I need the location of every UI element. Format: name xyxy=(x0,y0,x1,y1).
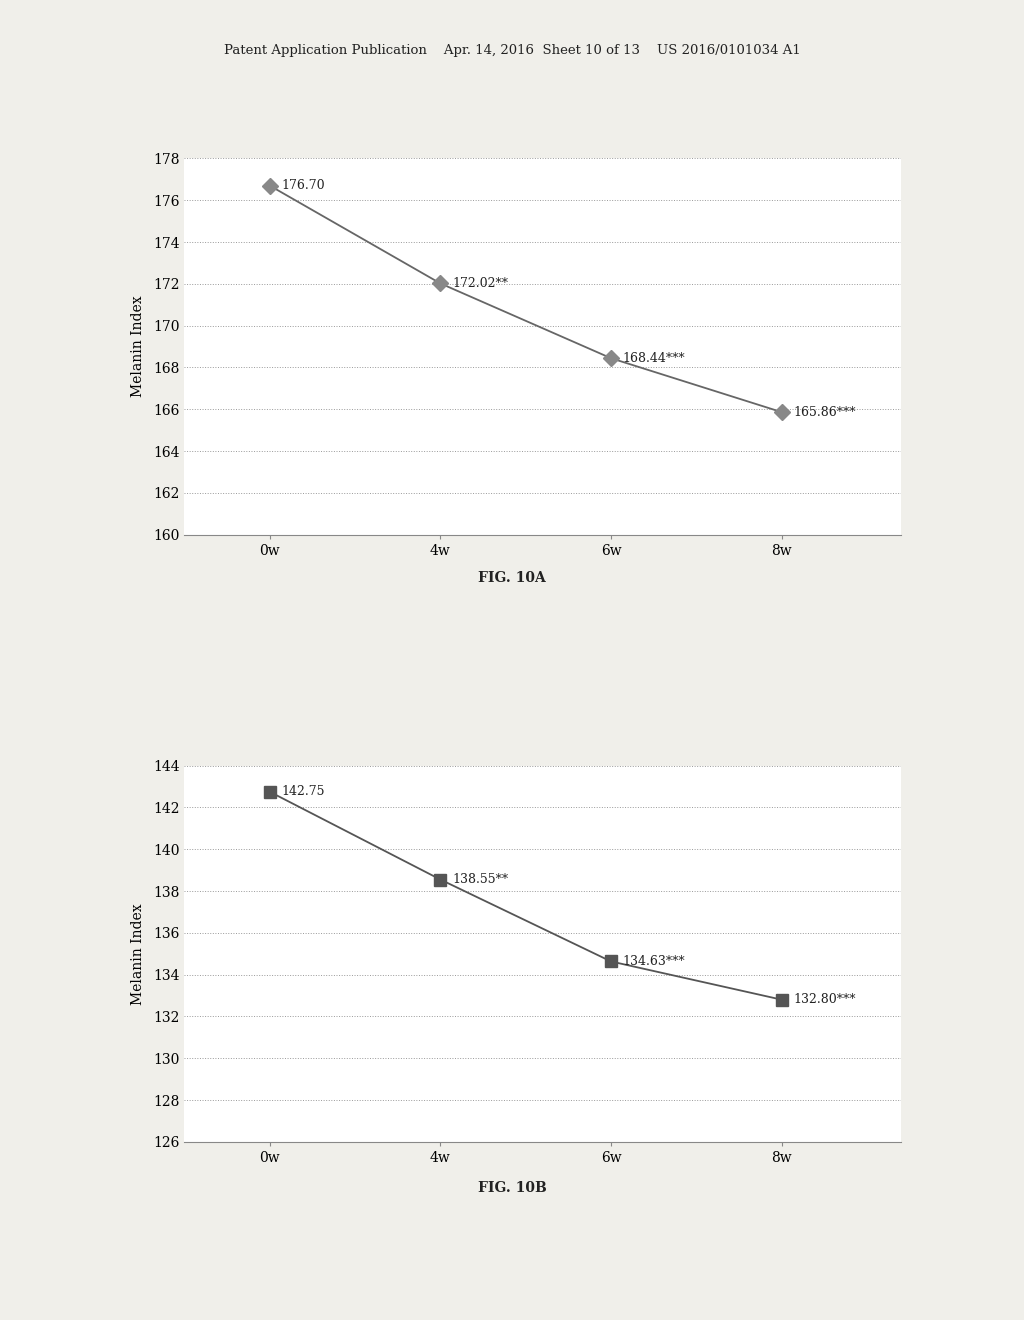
Text: FIG. 10B: FIG. 10B xyxy=(477,1181,547,1195)
Text: 134.63***: 134.63*** xyxy=(623,954,685,968)
Text: 172.02**: 172.02** xyxy=(453,277,508,290)
Text: FIG. 10A: FIG. 10A xyxy=(478,572,546,585)
Y-axis label: Melanin Index: Melanin Index xyxy=(130,296,144,397)
Text: 132.80***: 132.80*** xyxy=(794,993,856,1006)
Y-axis label: Melanin Index: Melanin Index xyxy=(130,903,144,1005)
Text: Patent Application Publication    Apr. 14, 2016  Sheet 10 of 13    US 2016/01010: Patent Application Publication Apr. 14, … xyxy=(223,44,801,57)
Text: 138.55**: 138.55** xyxy=(453,873,508,886)
Text: 168.44***: 168.44*** xyxy=(623,351,685,364)
Text: 165.86***: 165.86*** xyxy=(794,405,856,418)
Text: 176.70: 176.70 xyxy=(282,180,326,193)
Text: 142.75: 142.75 xyxy=(282,785,325,799)
